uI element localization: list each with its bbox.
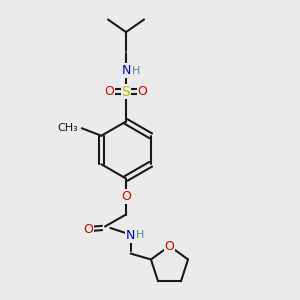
Text: N: N [121,64,131,77]
Text: H: H [136,230,144,241]
Text: H: H [132,65,141,76]
Text: O: O [121,190,131,203]
Text: O: O [105,85,114,98]
Text: CH₃: CH₃ [58,123,78,133]
Text: N: N [126,229,135,242]
Text: O: O [165,239,174,253]
Text: O: O [84,223,93,236]
Text: O: O [138,85,147,98]
Text: S: S [122,85,130,98]
